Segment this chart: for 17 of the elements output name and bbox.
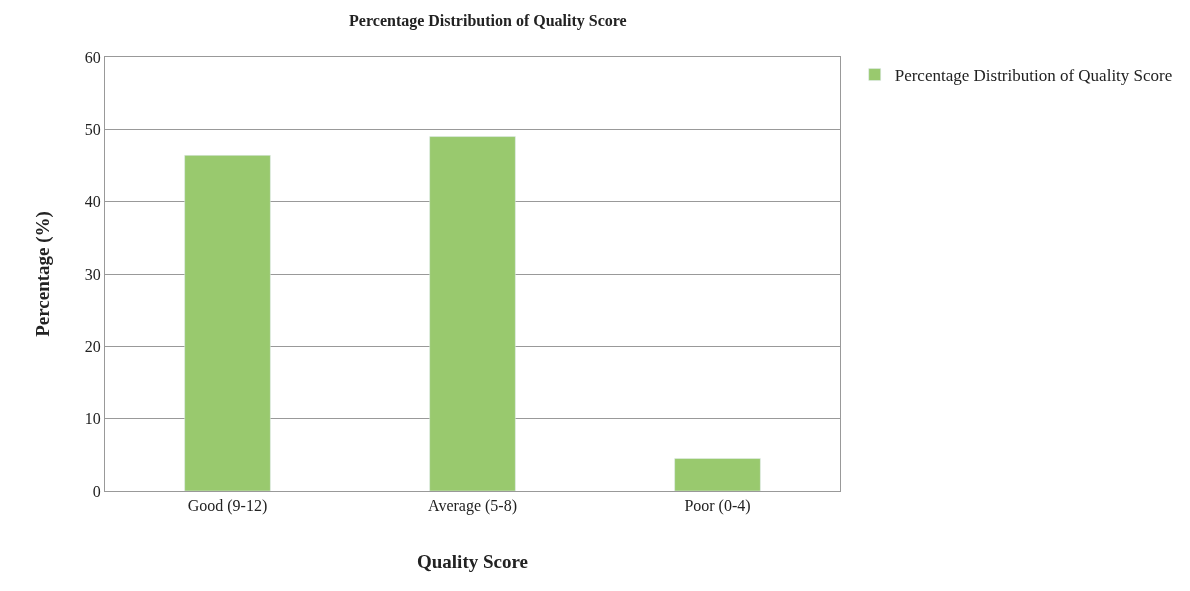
y-tick-label: 10 bbox=[84, 410, 101, 428]
chart-title: Percentage Distribution of Quality Score bbox=[349, 11, 627, 30]
y-tick-label: 60 bbox=[84, 48, 101, 66]
y-tick-label: 0 bbox=[92, 482, 101, 500]
bar bbox=[429, 136, 516, 491]
y-axis-title: Percentage (%) bbox=[31, 211, 54, 337]
y-tick-label: 30 bbox=[84, 265, 101, 283]
y-tick-label: 50 bbox=[84, 120, 101, 138]
x-tick-label: Poor (0-4) bbox=[684, 497, 751, 516]
bar bbox=[674, 458, 761, 491]
y-tick-label: 40 bbox=[84, 193, 101, 211]
x-tick-label: Good (9-12) bbox=[187, 497, 268, 516]
bar bbox=[184, 155, 271, 491]
x-tick-label: Average (5-8) bbox=[428, 497, 517, 516]
x-axis-title: Quality Score bbox=[416, 551, 529, 572]
y-tick-label: 20 bbox=[84, 337, 101, 355]
legend-label: Percentage Distribution of Quality Score bbox=[894, 66, 1173, 86]
